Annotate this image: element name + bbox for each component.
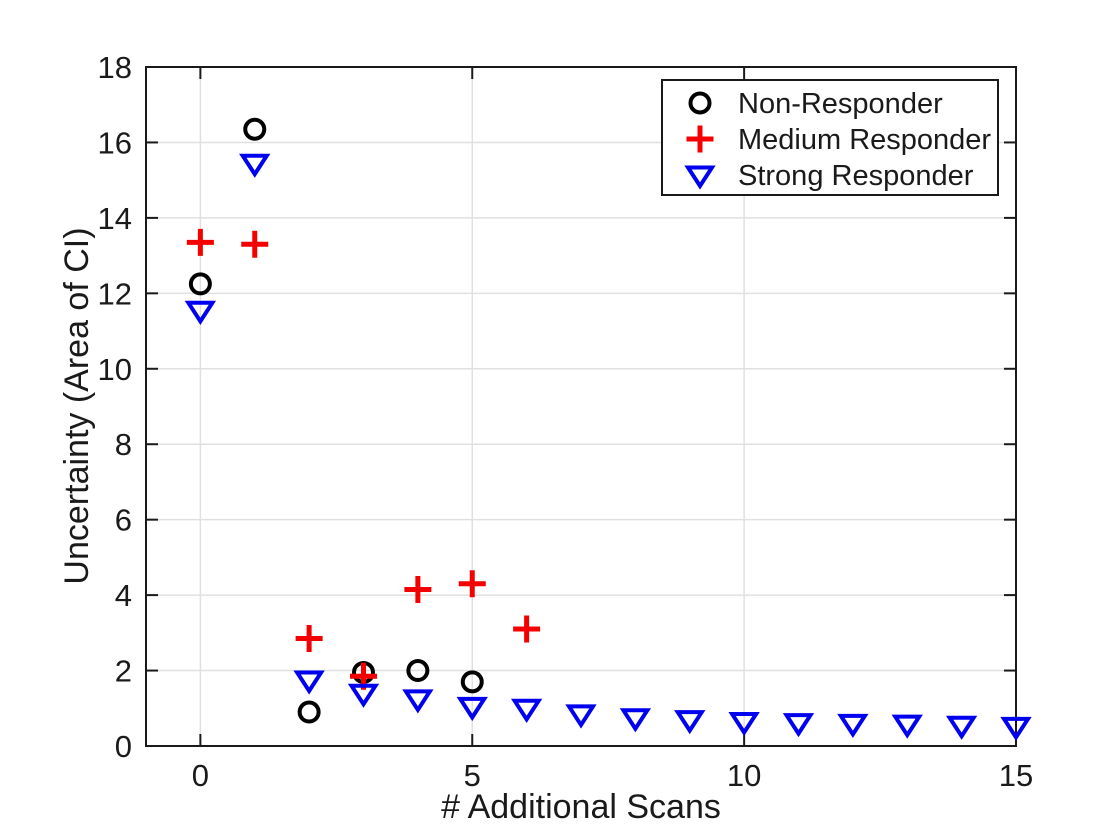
legend-entry-strong-responder: Strong Responder xyxy=(684,160,974,192)
y-tick-label: 12 xyxy=(98,276,132,311)
y-tick-label: 10 xyxy=(98,352,132,387)
x-tick-label: 0 xyxy=(192,758,209,793)
legend-label-non-responder: Non-Responder xyxy=(738,88,943,120)
y-axis-label: Uncertainty (Area of CI) xyxy=(58,227,96,584)
y-tick-label: 6 xyxy=(115,503,132,538)
triangle-down-marker xyxy=(619,708,652,733)
y-tick-label: 14 xyxy=(98,201,132,236)
plus-marker xyxy=(404,575,432,603)
axes-box xyxy=(145,66,1017,747)
triangle-down-marker xyxy=(184,300,217,325)
triangle-down-marker xyxy=(565,704,597,729)
plus-marker xyxy=(458,570,486,598)
triangle-down-marker xyxy=(837,713,869,739)
triangle-down-marker xyxy=(674,710,706,735)
triangle-down-marker-icon xyxy=(684,165,716,190)
plus-marker xyxy=(295,624,323,652)
y-tick-label: 4 xyxy=(115,578,132,613)
legend: Non-Responder Medium Responder Strong Re… xyxy=(661,79,999,196)
tick-labels: 0 5 10 15 0 2 4 6 8 10 12 14 16 18 xyxy=(98,50,1034,793)
triangle-down-marker xyxy=(510,698,543,723)
legend-entry-non-responder: Non-Responder xyxy=(688,88,943,120)
triangle-down-marker xyxy=(402,689,434,714)
series-non-responder xyxy=(188,117,484,724)
triangle-down-marker xyxy=(684,165,716,190)
y-tick-label: 18 xyxy=(98,50,132,85)
triangle-down-marker xyxy=(239,153,271,178)
plus-marker xyxy=(513,615,541,643)
triangle-down-marker xyxy=(456,696,488,722)
triangle-down-marker xyxy=(891,714,923,739)
plus-marker xyxy=(186,228,214,256)
circle-marker xyxy=(297,700,321,724)
triangle-down-marker xyxy=(945,715,978,740)
circle-marker xyxy=(688,91,712,115)
triangle-down-marker xyxy=(1000,716,1032,742)
legend-entry-medium-responder: Medium Responder xyxy=(686,124,991,156)
circle-marker xyxy=(188,272,212,296)
plus-marker xyxy=(241,230,269,258)
x-tick-label: 5 xyxy=(464,758,481,793)
plus-marker xyxy=(686,125,714,153)
y-tick-label: 2 xyxy=(115,654,132,689)
y-tick-label: 8 xyxy=(115,427,132,462)
plus-marker-icon xyxy=(686,125,714,153)
triangle-down-marker xyxy=(347,683,380,708)
triangle-down-marker xyxy=(782,713,815,738)
y-tick-label: 16 xyxy=(98,125,132,160)
series-strong-responder xyxy=(184,153,1032,742)
legend-label-strong-responder: Strong Responder xyxy=(738,160,974,192)
x-tick-label: 10 xyxy=(727,758,761,793)
circle-marker xyxy=(243,117,267,141)
x-axis-label: # Additional Scans xyxy=(441,788,721,826)
triangle-down-marker xyxy=(293,670,325,695)
circle-marker xyxy=(460,670,484,694)
plot-frame xyxy=(145,66,1017,747)
circle-marker-icon xyxy=(688,91,712,115)
data-markers xyxy=(184,117,1032,742)
legend-label-medium-responder: Medium Responder xyxy=(738,124,991,156)
circle-marker xyxy=(406,659,430,683)
triangle-down-marker xyxy=(728,711,760,737)
series-medium-responder xyxy=(186,228,541,690)
y-tick-label: 0 xyxy=(115,729,132,764)
x-tick-label: 15 xyxy=(999,758,1033,793)
legend-box xyxy=(661,79,999,196)
